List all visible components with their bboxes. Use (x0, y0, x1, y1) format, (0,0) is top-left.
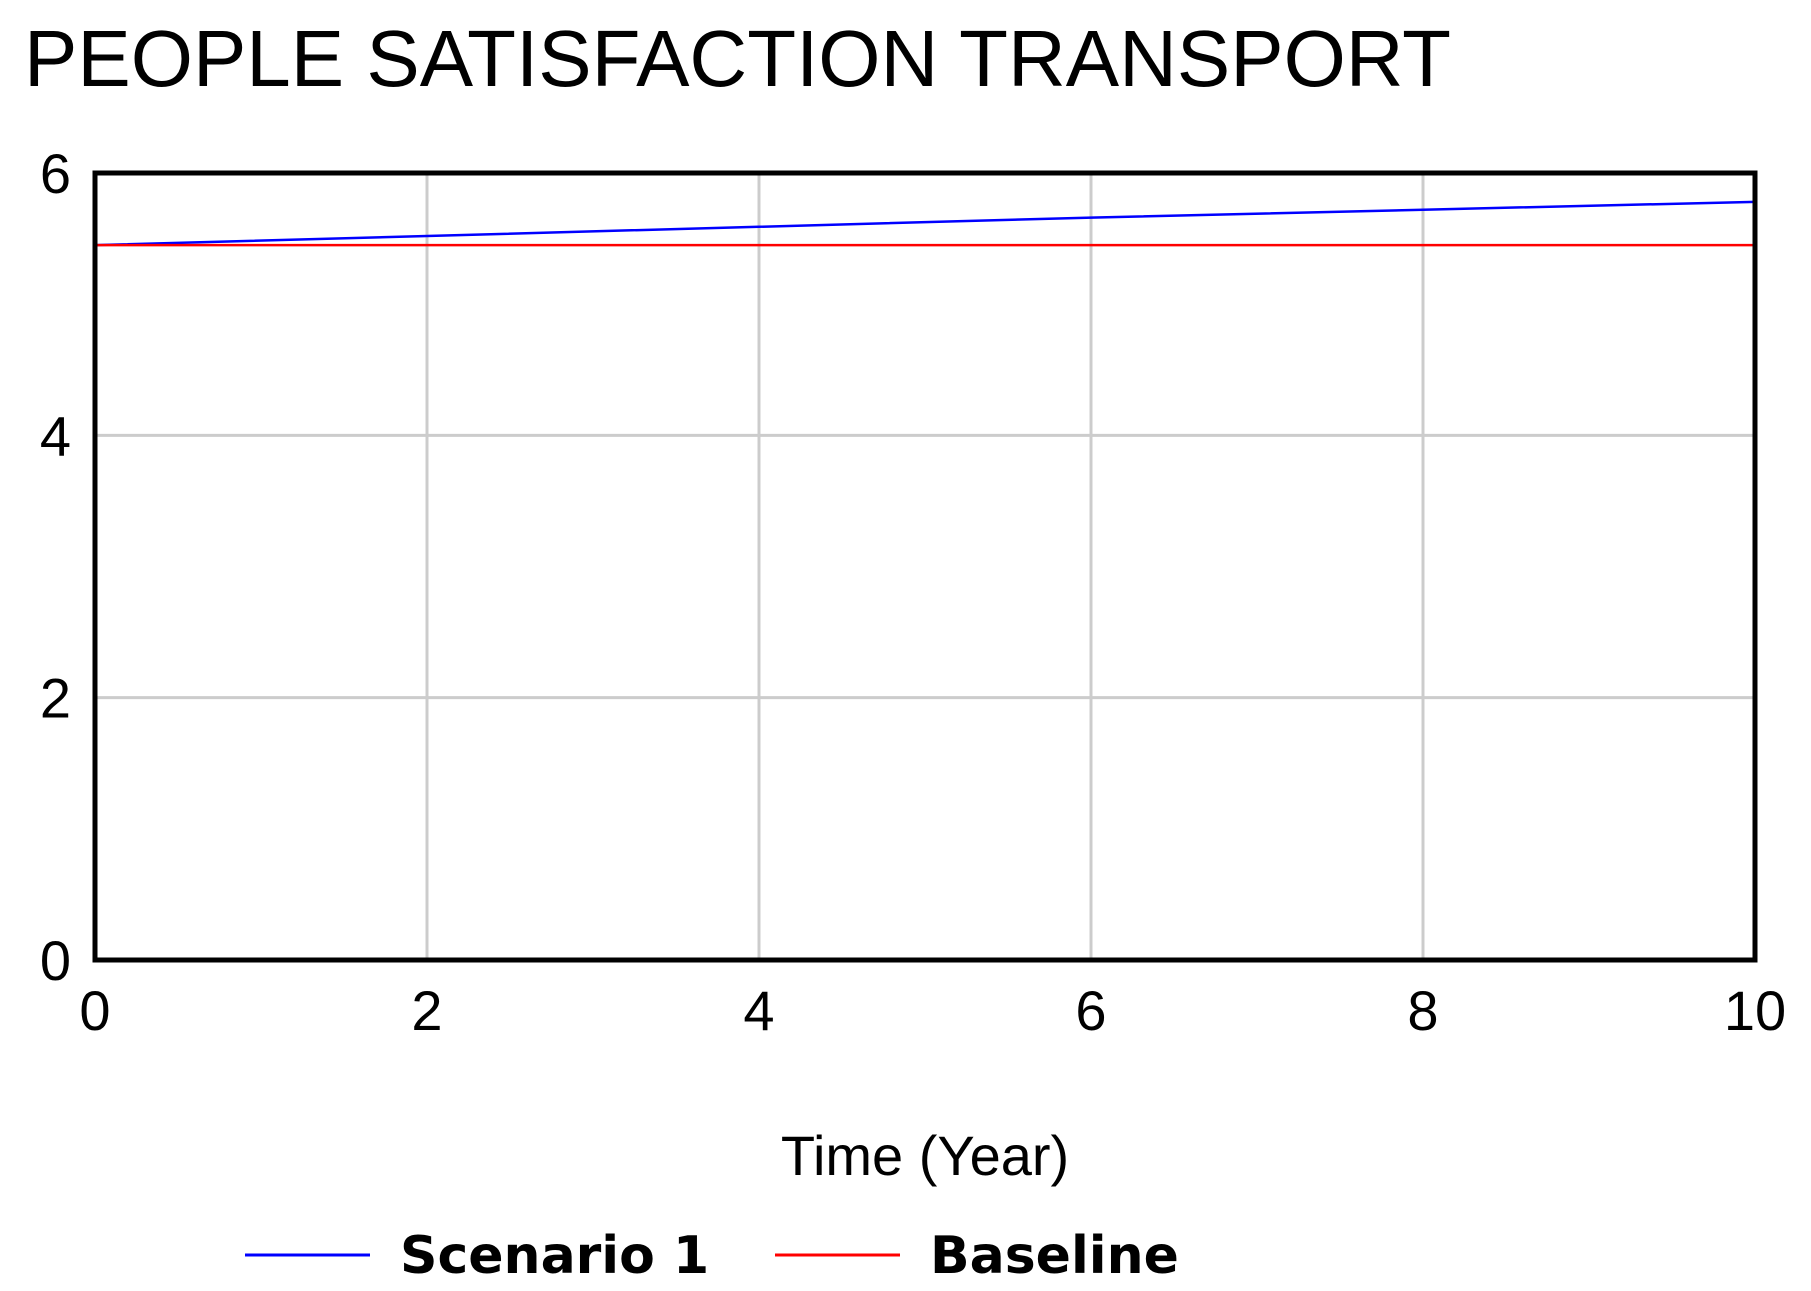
plot-area-frame (92, 170, 1758, 963)
x-tick-label: 0 (79, 979, 110, 1042)
x-tick-label: 6 (1075, 979, 1106, 1042)
x-axis-label: Time (Year) (781, 1124, 1069, 1187)
x-tick-label: 8 (1407, 979, 1438, 1042)
series-line-scenario-1 (94, 200, 1756, 247)
y-tick-label: 2 (40, 667, 71, 730)
y-axis-ticks: 0 2 4 6 (40, 142, 71, 992)
x-tick-label: 2 (411, 979, 442, 1042)
legend-label-baseline: Baseline (930, 1226, 1179, 1286)
legend-label-scenario-1: Scenario 1 (400, 1226, 709, 1286)
grid (95, 173, 1755, 960)
y-tick-label: 0 (40, 929, 71, 992)
x-tick-label: 10 (1724, 979, 1786, 1042)
legend: Scenario 1 Baseline (245, 1226, 1179, 1286)
chart-title: PEOPLE SATISFACTION TRANSPORT (24, 14, 1451, 103)
x-tick-label: 4 (743, 979, 774, 1042)
plot-series (94, 200, 1756, 247)
y-tick-label: 6 (40, 142, 71, 205)
y-tick-label: 4 (40, 404, 71, 467)
x-axis-ticks: 0 2 4 6 8 10 (79, 979, 1786, 1042)
